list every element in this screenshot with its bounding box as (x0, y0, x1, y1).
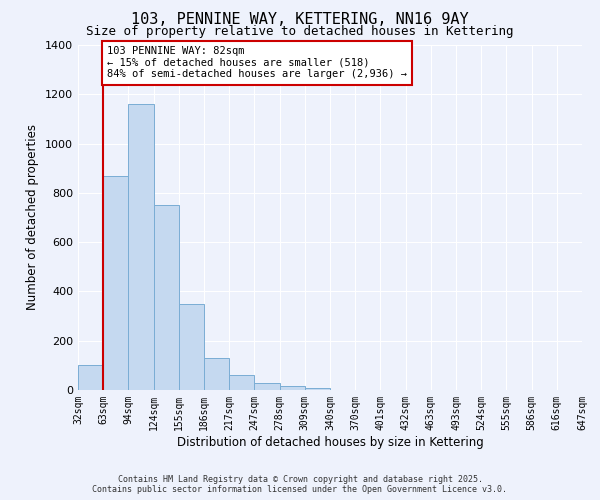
Bar (204, 358, 229, 390)
Bar (229, 375, 254, 390)
Bar (179, 304, 204, 390)
Bar (103, 176, 128, 390)
Text: 103 PENNINE WAY: 82sqm
← 15% of detached houses are smaller (518)
84% of semi-de: 103 PENNINE WAY: 82sqm ← 15% of detached… (107, 46, 407, 80)
X-axis label: Distribution of detached houses by size in Kettering: Distribution of detached houses by size … (176, 436, 484, 448)
Bar (128, 104, 154, 390)
Bar (305, 388, 330, 390)
Text: 103, PENNINE WAY, KETTERING, NN16 9AY: 103, PENNINE WAY, KETTERING, NN16 9AY (131, 12, 469, 28)
Bar (78, 366, 103, 390)
Text: Size of property relative to detached houses in Kettering: Size of property relative to detached ho… (86, 25, 514, 38)
Bar (254, 382, 280, 390)
Y-axis label: Number of detached properties: Number of detached properties (26, 124, 40, 310)
Bar (280, 386, 305, 390)
Text: Contains HM Land Registry data © Crown copyright and database right 2025.
Contai: Contains HM Land Registry data © Crown c… (92, 474, 508, 494)
Bar (154, 205, 179, 390)
